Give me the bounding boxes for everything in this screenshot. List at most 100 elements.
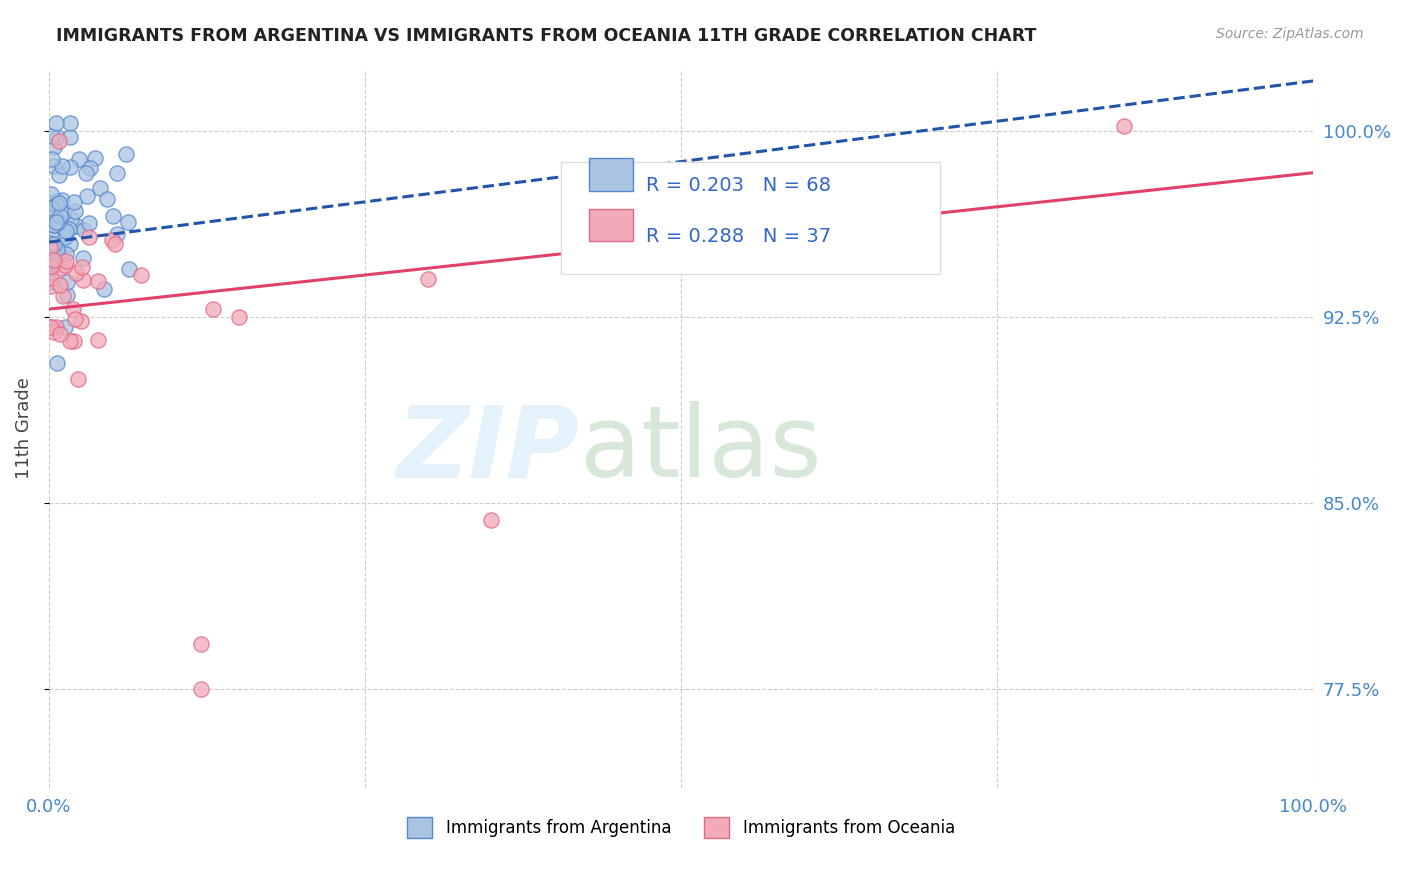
Point <box>83 151 105 165</box>
Point <box>118 261 141 276</box>
Point <box>55 319 77 334</box>
Point <box>101 234 124 248</box>
Point <box>39 278 62 293</box>
Bar <box>589 159 633 191</box>
Point <box>41 252 63 267</box>
Point <box>59 236 82 251</box>
Point <box>87 333 110 347</box>
Point <box>114 147 136 161</box>
Point <box>42 252 65 267</box>
Point <box>49 210 72 224</box>
Point <box>49 261 72 276</box>
Point <box>45 116 67 130</box>
Point <box>39 319 62 334</box>
Point <box>129 268 152 283</box>
Point <box>45 129 67 144</box>
Point <box>228 310 250 324</box>
Point <box>48 168 70 182</box>
Point <box>42 231 65 245</box>
Point <box>46 194 69 208</box>
Text: R = 0.288   N = 37: R = 0.288 N = 37 <box>645 227 831 246</box>
Point <box>39 271 62 285</box>
Point <box>93 282 115 296</box>
Point <box>66 372 89 386</box>
Point <box>52 207 75 221</box>
Point <box>42 218 65 232</box>
Point <box>41 129 63 144</box>
Point <box>46 214 69 228</box>
Point <box>89 181 111 195</box>
Point <box>56 288 79 302</box>
FancyBboxPatch shape <box>561 162 941 274</box>
Point <box>59 212 82 227</box>
Point <box>55 275 77 289</box>
Point <box>63 334 86 348</box>
Point <box>49 277 72 292</box>
Point <box>117 215 139 229</box>
Point <box>59 116 82 130</box>
Point <box>45 356 67 370</box>
Point <box>481 513 503 527</box>
Point <box>72 251 94 265</box>
Point <box>87 274 110 288</box>
Point <box>51 159 73 173</box>
Bar <box>589 209 633 241</box>
Point <box>48 134 70 148</box>
Point <box>53 229 76 244</box>
Point <box>72 273 94 287</box>
Point <box>72 260 94 274</box>
Point <box>190 637 212 651</box>
Point <box>76 188 98 202</box>
Point <box>77 216 100 230</box>
Point <box>42 160 65 174</box>
Point <box>44 325 66 339</box>
Point <box>39 201 62 215</box>
Y-axis label: 11th Grade: 11th Grade <box>15 377 32 479</box>
Point <box>39 195 62 210</box>
Point <box>1112 119 1135 133</box>
Point <box>45 215 67 229</box>
Point <box>202 302 225 317</box>
Point <box>55 254 77 268</box>
Point <box>39 186 62 201</box>
Point <box>39 319 62 334</box>
Point <box>79 161 101 176</box>
Point <box>46 242 69 256</box>
Point <box>45 197 67 211</box>
Point <box>77 229 100 244</box>
Text: IMMIGRANTS FROM ARGENTINA VS IMMIGRANTS FROM OCEANIA 11TH GRADE CORRELATION CHAR: IMMIGRANTS FROM ARGENTINA VS IMMIGRANTS … <box>56 27 1036 45</box>
Point <box>104 237 127 252</box>
Point <box>105 227 128 241</box>
Text: Source: ZipAtlas.com: Source: ZipAtlas.com <box>1216 27 1364 41</box>
Text: atlas: atlas <box>581 401 821 499</box>
Point <box>51 193 73 207</box>
Point <box>190 681 212 696</box>
Point <box>39 259 62 273</box>
Point <box>65 266 87 280</box>
Point <box>42 260 65 275</box>
Point <box>46 213 69 227</box>
Point <box>42 209 65 223</box>
Point <box>42 218 65 232</box>
Point <box>55 246 77 260</box>
Point <box>42 243 65 257</box>
Point <box>62 195 84 210</box>
Point <box>59 129 82 144</box>
Point <box>39 197 62 211</box>
Point <box>66 219 89 233</box>
Point <box>55 224 77 238</box>
Point <box>58 222 80 236</box>
Point <box>44 140 66 154</box>
Point <box>52 289 75 303</box>
Point <box>101 209 124 223</box>
Point <box>73 223 96 237</box>
Text: R = 0.203   N = 68: R = 0.203 N = 68 <box>645 177 831 195</box>
Point <box>418 272 440 286</box>
Point <box>48 196 70 211</box>
Point <box>39 241 62 255</box>
Text: ZIP: ZIP <box>396 401 581 499</box>
Point <box>70 314 93 328</box>
Point <box>75 165 97 179</box>
Point <box>62 301 84 316</box>
Point <box>59 160 82 174</box>
